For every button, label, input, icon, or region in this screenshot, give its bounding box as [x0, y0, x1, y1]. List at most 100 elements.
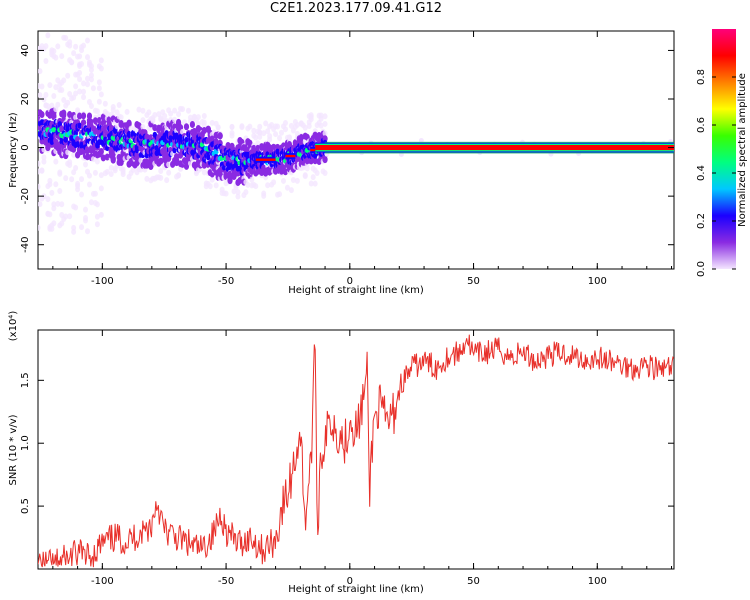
spectrogram-haze-cell	[223, 190, 229, 197]
spectrogram-haze-cell	[38, 201, 43, 208]
spectrogram-haze-cell	[166, 161, 172, 168]
spectrogram-haze-cell	[83, 161, 89, 168]
spectrogram-cell	[206, 154, 211, 161]
spectrogram-haze-cell	[207, 183, 213, 190]
spectrogram-haze-cell	[59, 53, 65, 60]
spectrogram-x-axis-label: Height of straight line (km)	[288, 285, 424, 296]
spectrogram-cell	[110, 156, 116, 164]
spectrogram-cell	[106, 116, 112, 124]
spectrogram-haze-cell	[294, 121, 300, 128]
spectrogram-cell	[173, 153, 180, 161]
spectrogram-y-ticks: -40 -20 0 20 40	[20, 44, 674, 253]
spectrogram-haze-cell	[45, 32, 51, 39]
spectrogram-cell	[92, 127, 99, 135]
spectrogram-x-ticks: -100 -50 0 50 100	[52, 31, 673, 287]
spectrogram-haze-cell	[65, 72, 71, 79]
spectrogram-cloud	[38, 32, 674, 235]
spectrogram-y-tick-label: 0	[20, 144, 31, 150]
spectrogram-haze-cell	[294, 177, 300, 184]
spectrogram-cell	[217, 132, 223, 140]
spectrogram-cell	[86, 112, 93, 120]
snr-y-tick-label: 1.0	[20, 435, 31, 451]
spectrogram-cell	[183, 123, 190, 131]
spectrogram-haze-cell	[67, 90, 73, 97]
spectrogram-cell	[173, 159, 180, 167]
spectrogram-cell	[80, 112, 87, 120]
spectrogram-haze-cell	[104, 168, 110, 175]
spectrogram-haze-cell	[61, 77, 67, 84]
spectrogram-cell	[156, 124, 162, 132]
spectrogram-haze-cell	[314, 169, 320, 176]
spectrogram-haze-cell	[55, 101, 61, 108]
spectrogram-haze-cell	[201, 119, 207, 126]
spectrogram-haze-cell	[49, 102, 55, 109]
spectrogram-haze-cell	[267, 133, 273, 140]
spectrogram-panel: -100 -50 0 50 100 -40 -20 0 20 40 Height of stra…	[8, 30, 675, 296]
spectrogram-haze-cell	[61, 96, 67, 103]
spectrogram-haze-cell	[322, 130, 328, 137]
spectrogram-x-tick-label: 50	[467, 276, 480, 287]
chart-title: C2E1.2023.177.09.41.G12	[269, 1, 443, 16]
spectrogram-cell	[227, 170, 233, 178]
spectrogram-cell	[63, 136, 68, 143]
spectrogram-x-tick-label: 100	[588, 276, 607, 287]
spectrogram-haze-cell	[140, 117, 146, 124]
spectrogram-cell	[134, 147, 140, 154]
spectrogram-haze-cell	[201, 113, 207, 120]
snr-panel: -100 -50 0 50 100 0.5 1.0 1.5 Height of straig…	[8, 311, 675, 595]
spectrogram-haze-cell	[201, 169, 207, 176]
spectrogram-haze-cell	[265, 128, 271, 135]
spectrogram-haze-cell	[257, 123, 263, 130]
spectrogram-haze-cell	[120, 171, 126, 178]
spectrogram-cell	[104, 153, 110, 161]
spectrogram-haze-cell	[288, 122, 294, 129]
spectrogram-haze-cell	[128, 125, 134, 132]
spectrogram-cell	[206, 150, 211, 157]
spectrogram-cell	[267, 144, 273, 152]
spectrogram-haze-cell	[195, 114, 201, 121]
colorbar: 0.0 0.2 0.4 0.6 0.8 Normalized spectral ampl…	[696, 29, 748, 277]
spectrogram-haze-cell	[158, 167, 164, 174]
spectrogram-cell	[39, 111, 45, 119]
spectrogram-haze-cell	[63, 175, 69, 182]
spectrogram-haze-cell	[116, 102, 122, 109]
spectrogram-cell	[118, 121, 124, 129]
spectrogram-haze-cell	[160, 117, 166, 124]
spectrogram-y-tick-label: 20	[20, 93, 31, 106]
spectrogram-haze-cell	[261, 192, 267, 199]
spectrogram-haze-cell	[90, 156, 96, 163]
spectrogram-haze-cell	[53, 181, 59, 188]
spectrogram-cell	[298, 134, 304, 142]
spectrogram-haze-cell	[282, 126, 288, 133]
spectrogram-haze-cell	[136, 106, 142, 113]
spectrogram-haze-cell	[261, 130, 267, 137]
spectrogram-cell	[249, 167, 255, 175]
spectrogram-haze-cell	[96, 79, 102, 86]
spectrogram-haze-cell	[88, 199, 94, 206]
snr-y-axis-label: SNR (10 * v/v)	[8, 414, 19, 485]
colorbar-gradient	[712, 29, 736, 269]
spectrogram-haze-cell	[284, 184, 290, 191]
spectrogram-haze-cell	[306, 122, 312, 129]
spectrogram-y-axis-label: Frequency (Hz)	[8, 112, 19, 188]
spectrogram-cell	[100, 154, 106, 162]
spectrogram-haze-cell	[245, 181, 251, 188]
spectrogram-haze-cell	[63, 35, 69, 42]
spectrogram-haze-cell	[81, 42, 87, 49]
spectrogram-haze-cell	[73, 164, 79, 171]
colorbar-tick-label: 0.0	[696, 261, 707, 277]
spectrogram-haze-cell	[73, 114, 79, 121]
spectrogram-haze-cell	[176, 111, 182, 118]
spectrogram-haze-cell	[38, 183, 41, 190]
spectrogram-haze-cell	[86, 181, 92, 188]
spectrogram-haze-cell	[59, 86, 65, 93]
spectrogram-x-tick-label: -100	[91, 276, 114, 287]
carrier-segment-core	[285, 154, 296, 158]
spectrogram-haze-cell	[69, 59, 75, 66]
spectrogram-haze-cell	[418, 137, 424, 143]
spectrogram-haze-cell	[92, 190, 98, 197]
spectrogram-haze-cell	[41, 154, 47, 161]
snr-x-tick-label: 0	[347, 576, 353, 587]
spectrogram-haze-cell	[164, 177, 170, 184]
spectrogram-haze-cell	[277, 135, 283, 142]
